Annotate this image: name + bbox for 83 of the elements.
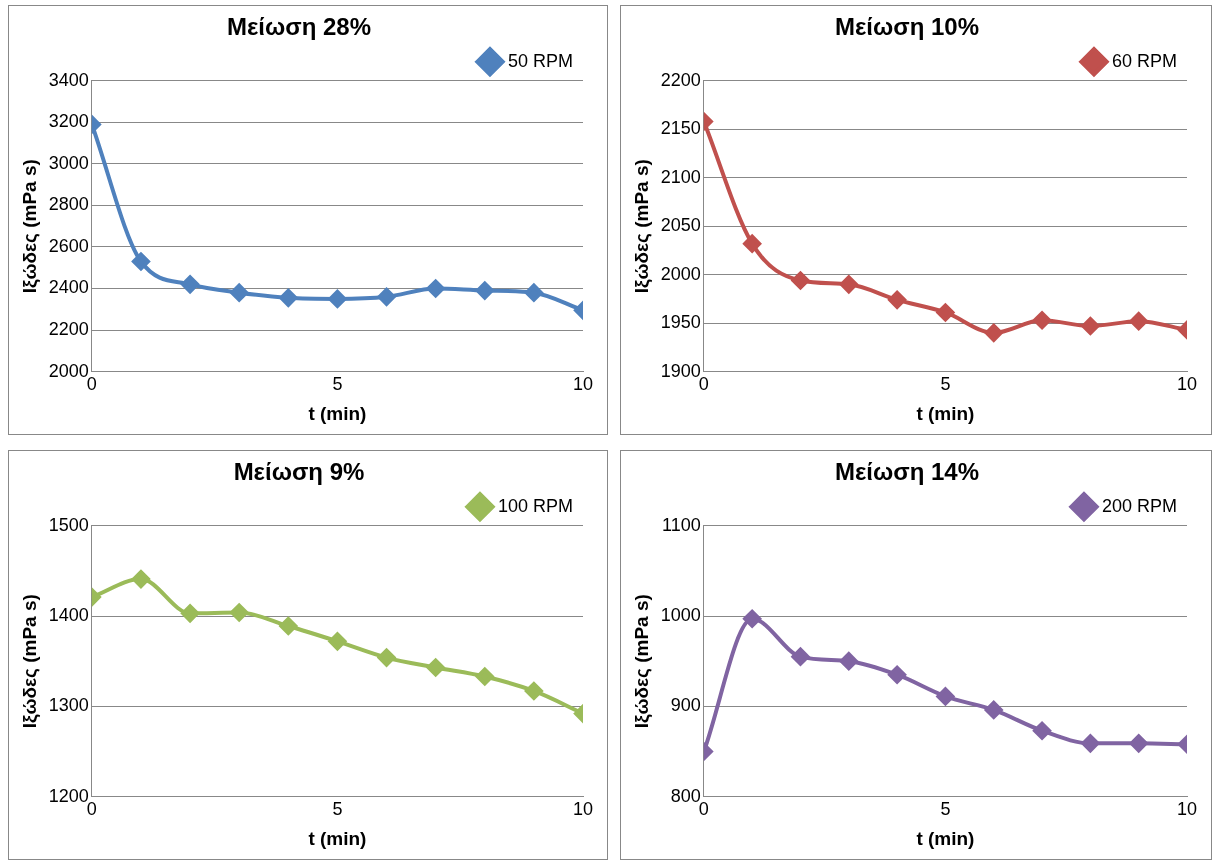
point [1033,311,1052,330]
point [524,283,543,302]
y-tick-label: 900 [670,695,701,716]
y-tick-label: 2050 [660,215,701,236]
y-tick-label: 2150 [660,118,701,139]
legend-label: 200 RPM [1101,495,1178,516]
x-axis-title: t (min) [308,827,367,849]
y-tick-label: 2200 [660,69,701,90]
point [475,281,494,300]
legend-label: 60 RPM [1111,50,1178,71]
point [888,290,907,309]
point [181,604,200,623]
x-tick-label: 5 [332,799,343,820]
y-tick-label: 2100 [660,166,701,187]
chart-title: Μείωση 9% [233,458,365,486]
point [1129,734,1148,753]
y-axis-title: Ιξώδες (mPa s) [18,594,41,729]
point [279,288,298,307]
y-tick-label: 1100 [662,514,701,535]
point [888,665,907,684]
y-tick-label: 3400 [48,69,89,90]
y-tick-label: 2800 [48,194,89,215]
y-tick-label: 1900 [660,360,701,381]
legend-label: 100 RPM [497,495,574,516]
chart-title: Μείωση 10% [834,13,980,41]
x-axis-title: t (min) [308,402,367,424]
point [743,609,762,628]
point [839,275,858,294]
point [131,570,150,589]
point [1081,317,1100,336]
point [131,252,150,271]
point [426,658,445,677]
x-tick-label: 5 [940,374,951,395]
point [377,648,396,667]
point [791,647,810,666]
point [230,603,249,622]
point [984,700,1003,719]
legend-label: 50 RPM [507,50,574,71]
point [1081,734,1100,753]
point [1129,312,1148,331]
point [181,275,200,294]
point [936,303,955,322]
y-tick-label: 1400 [48,605,89,626]
y-tick-label: 3000 [48,152,89,173]
point [279,617,298,635]
chart-title: Μείωση 28% [226,13,372,41]
point [1033,721,1052,740]
x-axis-title: t (min) [916,402,975,424]
point [524,681,543,700]
y-tick-label: 3200 [48,111,89,132]
point [377,287,396,306]
y-tick-label: 1200 [48,785,89,806]
point [230,283,249,302]
point [426,279,445,298]
x-tick-label: 10 [572,374,594,395]
x-tick-label: 10 [1176,374,1198,395]
y-tick-label: 1000 [660,605,701,626]
point [328,289,347,308]
y-tick-label: 2200 [48,319,89,340]
y-tick-label: 800 [670,785,701,806]
x-tick-label: 5 [332,374,343,395]
y-axis-title: Ιξώδες (mPa s) [18,159,41,294]
x-tick-label: 10 [1176,799,1198,820]
y-axis-title: Ιξώδες (mPa s) [630,159,653,294]
point [328,632,347,651]
y-tick-label: 2400 [48,277,89,298]
point [743,234,762,253]
x-tick-label: 5 [940,799,951,820]
y-tick-label: 2000 [660,263,701,284]
y-tick-label: 1950 [660,312,701,333]
y-tick-label: 2600 [48,235,89,256]
x-tick-label: 10 [572,799,594,820]
point [936,687,955,706]
y-tick-label: 1300 [48,695,89,716]
point [475,667,494,686]
point [791,271,810,290]
y-tick-label: 1500 [48,514,89,535]
point [984,323,1003,342]
x-axis-title: t (min) [916,827,975,849]
y-tick-label: 2000 [48,360,89,381]
y-axis-title: Ιξώδες (mPa s) [630,594,653,729]
chart-title: Μείωση 14% [834,458,980,486]
point [839,652,858,671]
